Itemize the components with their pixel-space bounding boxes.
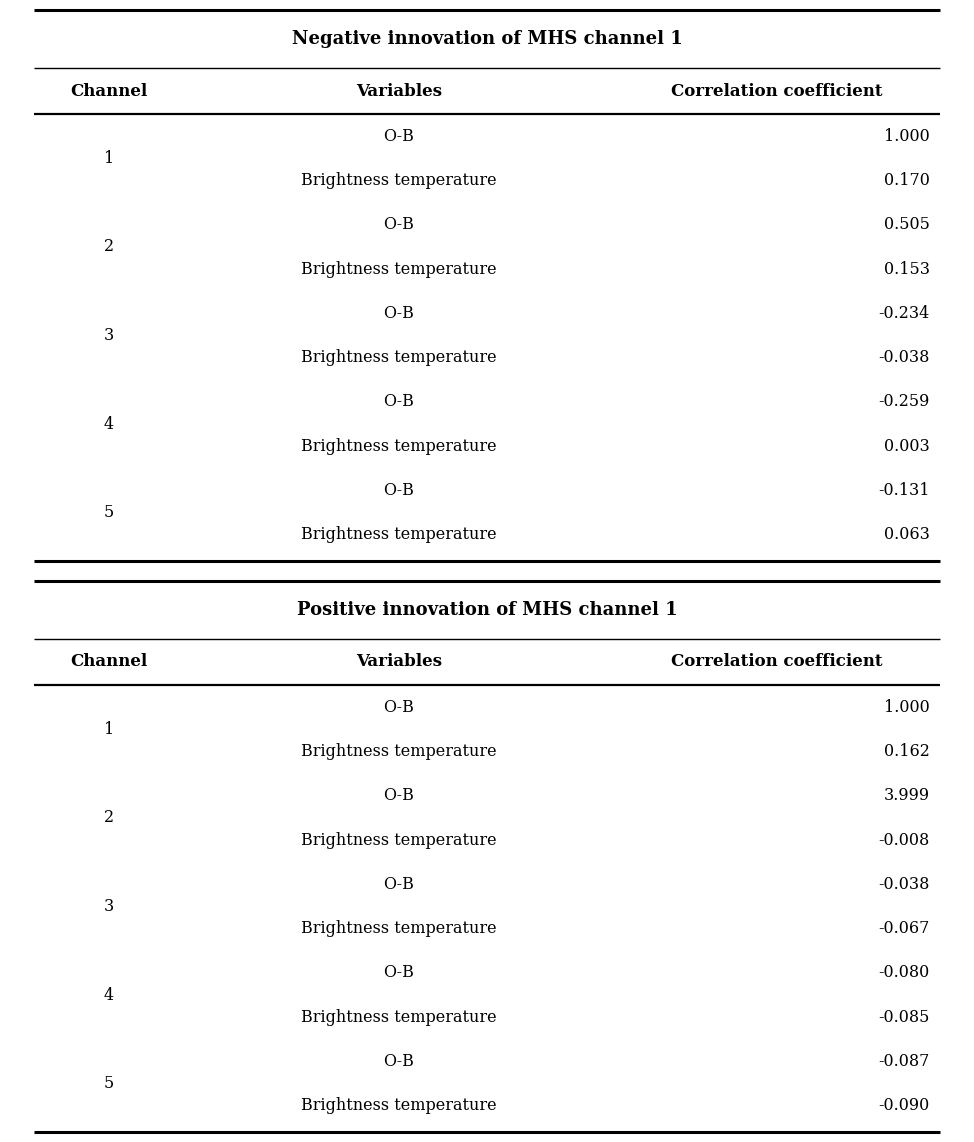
Text: 1: 1 (103, 721, 114, 738)
Text: O-B: O-B (383, 1053, 414, 1070)
Text: Brightness temperature: Brightness temperature (301, 260, 497, 278)
Text: 3: 3 (103, 327, 114, 344)
Text: Channel: Channel (70, 653, 147, 670)
Text: Variables: Variables (356, 653, 441, 670)
Text: O-B: O-B (383, 965, 414, 981)
Text: 2: 2 (104, 810, 114, 827)
Text: O-B: O-B (383, 305, 414, 322)
Text: O-B: O-B (383, 787, 414, 804)
Text: O-B: O-B (383, 216, 414, 233)
Text: Brightness temperature: Brightness temperature (301, 1097, 497, 1115)
Text: 0.063: 0.063 (884, 526, 930, 544)
Text: O-B: O-B (383, 128, 414, 145)
Text: 1.000: 1.000 (884, 699, 930, 716)
Text: Correlation coefficient: Correlation coefficient (671, 653, 882, 670)
Text: Positive innovation of MHS channel 1: Positive innovation of MHS channel 1 (297, 601, 677, 619)
Text: Negative innovation of MHS channel 1: Negative innovation of MHS channel 1 (291, 30, 683, 48)
Text: 1: 1 (103, 150, 114, 167)
Text: -0.038: -0.038 (879, 876, 930, 893)
Text: -0.234: -0.234 (879, 305, 930, 322)
Text: -0.080: -0.080 (879, 965, 930, 981)
Text: -0.131: -0.131 (879, 482, 930, 499)
Text: Channel: Channel (70, 82, 147, 99)
Text: 4: 4 (104, 987, 114, 1004)
Text: Brightness temperature: Brightness temperature (301, 1008, 497, 1026)
Text: O-B: O-B (383, 482, 414, 499)
Text: -0.259: -0.259 (879, 394, 930, 410)
Text: Brightness temperature: Brightness temperature (301, 437, 497, 455)
Text: O-B: O-B (383, 699, 414, 716)
Text: -0.067: -0.067 (879, 920, 930, 938)
Text: 5: 5 (103, 1076, 114, 1092)
Text: Brightness temperature: Brightness temperature (301, 349, 497, 367)
Text: 1.000: 1.000 (884, 128, 930, 145)
Text: -0.038: -0.038 (879, 349, 930, 367)
Text: Brightness temperature: Brightness temperature (301, 172, 497, 188)
Text: 0.162: 0.162 (884, 743, 930, 759)
Text: 5: 5 (103, 505, 114, 521)
Text: 3.999: 3.999 (883, 787, 930, 804)
Text: 0.003: 0.003 (884, 437, 930, 455)
Text: 3: 3 (103, 898, 114, 915)
Text: 0.170: 0.170 (884, 172, 930, 188)
Text: Brightness temperature: Brightness temperature (301, 743, 497, 759)
Text: Brightness temperature: Brightness temperature (301, 831, 497, 849)
Text: 0.505: 0.505 (884, 216, 930, 233)
Text: O-B: O-B (383, 876, 414, 893)
Text: -0.085: -0.085 (879, 1008, 930, 1026)
Text: -0.008: -0.008 (879, 831, 930, 849)
Text: -0.087: -0.087 (879, 1053, 930, 1070)
Text: -0.090: -0.090 (879, 1097, 930, 1115)
Text: Brightness temperature: Brightness temperature (301, 920, 497, 938)
Text: Brightness temperature: Brightness temperature (301, 526, 497, 544)
Text: Variables: Variables (356, 82, 441, 99)
Text: Correlation coefficient: Correlation coefficient (671, 82, 882, 99)
Text: 4: 4 (104, 416, 114, 433)
Text: O-B: O-B (383, 394, 414, 410)
Text: 0.153: 0.153 (884, 260, 930, 278)
Text: 2: 2 (104, 239, 114, 256)
